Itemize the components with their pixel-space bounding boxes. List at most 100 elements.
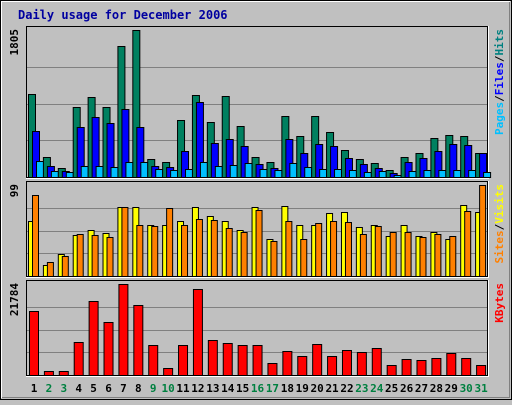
bar-kbytes-day-23 — [356, 352, 367, 376]
bar-pages-day-12 — [199, 162, 208, 178]
bar-pages-day-15 — [244, 163, 253, 178]
bar-pages-day-27 — [423, 170, 432, 178]
bar-kbytes-day-16 — [252, 345, 263, 376]
panel-mid-legend-item: Sites — [493, 230, 506, 263]
bar-pages-day-10 — [170, 170, 179, 178]
bar-sites-day-9 — [151, 226, 159, 277]
bar-sites-day-16 — [255, 210, 263, 277]
chart-title: Daily usage for December 2006 — [18, 8, 228, 22]
panel-mid-legend: Sites/Visits — [493, 184, 506, 264]
x-tick-label-day-26: 26 — [400, 382, 414, 395]
bar-kbytes-day-24 — [371, 348, 382, 376]
x-tick-label-day-11: 11 — [176, 382, 190, 395]
panel-mid-max-label: 99 — [8, 184, 21, 197]
bar-sites-day-13 — [210, 220, 218, 277]
bar-pages-day-31 — [483, 172, 492, 178]
bar-pages-day-17 — [274, 170, 283, 178]
x-tick-label-day-31: 31 — [474, 382, 488, 395]
x-tick-label-day-23: 23 — [355, 382, 368, 395]
bar-pages-day-19 — [304, 167, 313, 178]
bar-kbytes-day-11 — [178, 345, 189, 376]
bar-kbytes-day-29 — [446, 353, 457, 376]
x-tick-label-day-29: 29 — [445, 382, 458, 395]
bar-sites-day-8 — [136, 225, 144, 277]
x-tick-label-day-16: 16 — [251, 382, 265, 395]
bar-pages-day-16 — [259, 169, 268, 178]
bar-sites-day-23 — [359, 234, 367, 277]
x-tick-label-day-17: 17 — [266, 382, 279, 395]
x-tick-label-day-13: 13 — [206, 382, 219, 395]
x-tick-label-day-4: 4 — [75, 382, 82, 395]
panel-mid-legend-item: / — [493, 223, 506, 230]
bar-pages-day-13 — [214, 166, 223, 178]
bar-kbytes-day-30 — [461, 358, 472, 376]
x-tick-label-day-22: 22 — [340, 382, 353, 395]
bar-kbytes-day-26 — [401, 359, 412, 376]
bar-kbytes-day-19 — [297, 356, 308, 376]
x-tick-label-day-1: 1 — [31, 382, 38, 395]
bar-kbytes-day-27 — [416, 360, 427, 376]
bar-kbytes-day-10 — [163, 368, 174, 376]
bar-sites-day-17 — [270, 241, 278, 277]
bar-kbytes-day-28 — [431, 358, 442, 376]
bar-pages-day-9 — [155, 169, 164, 178]
x-tick-label-day-28: 28 — [430, 382, 443, 395]
bar-pages-day-3 — [65, 172, 74, 178]
bar-sites-day-19 — [300, 239, 308, 277]
x-tick-label-day-24: 24 — [370, 382, 384, 395]
bar-pages-day-28 — [438, 170, 447, 178]
x-tick-label-day-20: 20 — [311, 382, 324, 395]
bar-pages-day-25 — [393, 175, 402, 178]
bar-sites-day-12 — [195, 219, 203, 277]
bar-kbytes-day-15 — [237, 345, 248, 376]
bar-pages-day-2 — [50, 171, 59, 178]
bar-sites-day-2 — [46, 262, 54, 277]
bar-pages-day-4 — [80, 166, 89, 178]
bar-pages-day-23 — [363, 172, 372, 178]
x-tick-label-day-19: 19 — [296, 382, 309, 395]
bar-pages-day-7 — [125, 162, 134, 178]
x-tick-label-day-3: 3 — [60, 382, 67, 395]
bar-sites-day-11 — [181, 225, 189, 277]
x-tick-label-day-6: 6 — [105, 382, 112, 395]
panel-top-legend-item: Files — [493, 62, 506, 95]
x-tick-label-day-25: 25 — [385, 382, 398, 395]
bar-kbytes-day-2 — [43, 371, 54, 376]
panel-bottom: 21784 KBytes — [8, 280, 506, 377]
bar-sites-day-10 — [166, 208, 174, 277]
bar-kbytes-day-5 — [88, 301, 99, 376]
bar-pages-day-18 — [289, 163, 298, 178]
bar-kbytes-day-9 — [148, 345, 159, 376]
panel-top-legend: Pages/Files/Hits — [493, 29, 506, 135]
bar-sites-day-4 — [76, 234, 84, 277]
chart-panels: 1805 Pages/Files/Hits 99 Sites/Visits 21784 K… — [8, 26, 506, 377]
bar-sites-day-27 — [419, 237, 427, 277]
bar-kbytes-day-3 — [58, 371, 69, 376]
panel-bottom-legend-item: KBytes — [493, 283, 506, 323]
x-tick-label-day-18: 18 — [281, 382, 294, 395]
bar-kbytes-day-7 — [118, 284, 129, 376]
bar-sites-day-30 — [464, 211, 472, 277]
bar-sites-day-3 — [61, 256, 69, 277]
panel-top-legend-item: / — [493, 55, 506, 62]
bar-kbytes-day-31 — [476, 365, 487, 376]
bar-kbytes-day-8 — [133, 305, 144, 376]
bar-pages-day-22 — [348, 170, 357, 178]
bar-pages-day-14 — [229, 165, 238, 178]
panel-mid: 99 Sites/Visits — [8, 181, 506, 278]
bar-sites-day-24 — [374, 226, 382, 277]
x-tick-label-day-5: 5 — [90, 382, 97, 395]
x-tick-label-day-15: 15 — [236, 382, 249, 395]
bar-kbytes-day-1 — [29, 311, 39, 376]
bar-pages-day-20 — [319, 169, 328, 178]
x-tick-label-day-7: 7 — [120, 382, 127, 395]
panel-top-max-label: 1805 — [8, 29, 21, 56]
bar-pages-day-1 — [36, 161, 44, 178]
bar-kbytes-day-6 — [103, 322, 114, 376]
bar-pages-day-24 — [378, 171, 387, 178]
bar-sites-day-31 — [479, 185, 487, 277]
bar-pages-day-11 — [185, 169, 194, 178]
x-axis-day-labels: 1 2 3 4 5 6 7 8 9 10 11 12 13 14 15 16 17 18 19 20 21 22 23 24 2… — [31, 382, 488, 395]
bar-pages-day-5 — [95, 166, 104, 178]
